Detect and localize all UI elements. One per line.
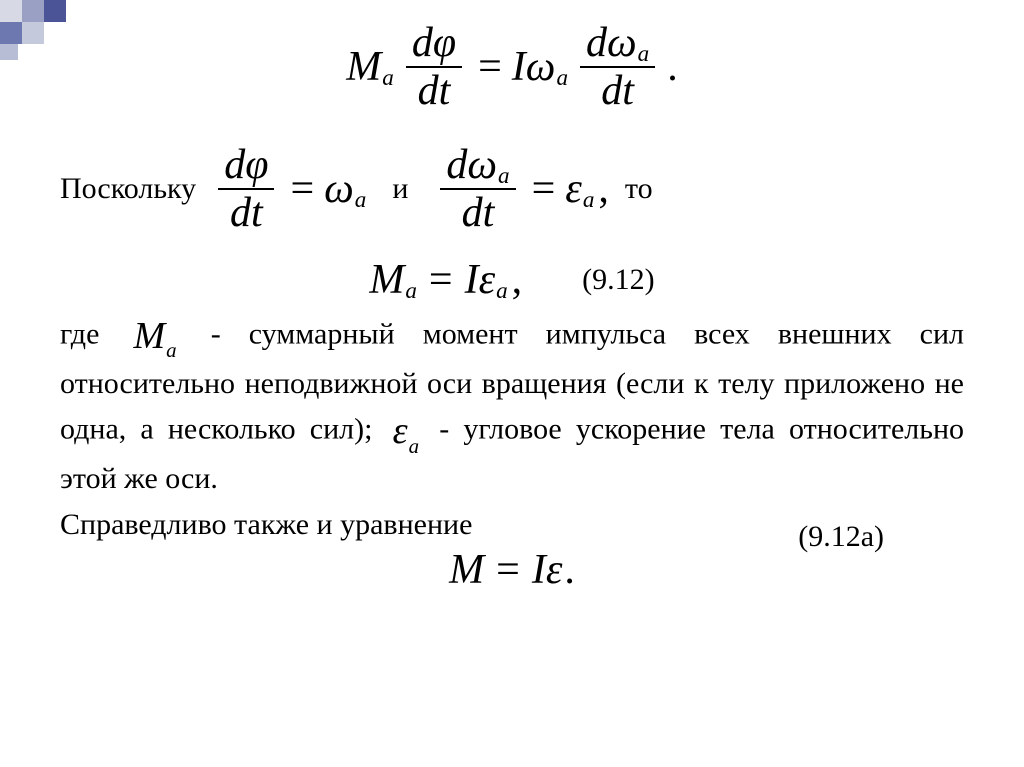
sub-a: a [405, 277, 417, 304]
omega: ω [324, 165, 354, 213]
var-I: I [465, 256, 479, 304]
t: t [483, 192, 495, 234]
var-I: I [532, 546, 546, 594]
inline-eps-a: εa [393, 405, 419, 458]
phi: φ [433, 22, 456, 64]
period: . [564, 546, 575, 594]
text-where: где [60, 317, 127, 350]
omega: ω [526, 43, 556, 91]
slide-content: M a d φ d t = I ω a d ω a d [0, 0, 1024, 614]
fraction-dphi-dt: d φ d t [406, 20, 462, 114]
sub-a: a [556, 64, 568, 91]
sub-a: a [583, 186, 595, 213]
equals: = [496, 546, 520, 594]
label-and: и [392, 172, 408, 206]
label-since: Поскольку [60, 172, 196, 206]
epsilon: ε [565, 165, 582, 213]
inline-M-a: Ma [133, 310, 176, 363]
phi: φ [245, 144, 268, 186]
t: t [439, 70, 451, 112]
var-I: I [512, 43, 526, 91]
text-also-valid: Справедливо также и уравнение [60, 508, 472, 541]
equals: = [532, 165, 556, 213]
omega: ω [607, 22, 637, 64]
equation-final: (9.12а) M = I ε . [60, 546, 964, 594]
var-M: M [369, 256, 404, 304]
period: . [667, 43, 678, 91]
d: d [446, 144, 467, 186]
d: d [418, 70, 439, 112]
var-M: M [346, 43, 381, 91]
comma: , [512, 256, 523, 304]
fraction-domega-dt: d ω a d t [580, 20, 655, 114]
equals: = [290, 165, 314, 213]
d: d [462, 192, 483, 234]
equation-result: M a = I ε a , (9.12) [60, 256, 964, 304]
equation-main: M a d φ d t = I ω a d ω a d [60, 20, 964, 114]
epsilon: ε [479, 256, 496, 304]
equals: = [478, 43, 502, 91]
corner-decoration [0, 0, 90, 60]
sub-a: a [382, 64, 394, 91]
d: d [230, 192, 251, 234]
t: t [251, 192, 263, 234]
d: d [601, 70, 622, 112]
epsilon: ε [546, 546, 563, 594]
sub-a: a [498, 164, 510, 187]
d: d [412, 22, 433, 64]
omega: ω [467, 144, 497, 186]
var-M: M [449, 546, 484, 594]
label-then: то [625, 172, 653, 206]
d: d [224, 144, 245, 186]
sub-a: a [355, 186, 367, 213]
comma: , [598, 165, 609, 213]
d: d [586, 22, 607, 64]
equation-number-9-12: (9.12) [582, 263, 654, 297]
equation-since-row: Поскольку d φ d t = ω a и d [60, 142, 964, 236]
fraction-dphi-dt-2: d φ d t [218, 142, 274, 236]
sub-a: a [496, 277, 508, 304]
equation-number-9-12a: (9.12а) [798, 520, 884, 554]
t: t [622, 70, 634, 112]
fraction-domega-dt-2: d ω a d t [440, 142, 515, 236]
body-paragraph-1: где Ma - суммарный момент импульса всех … [60, 310, 964, 500]
equals: = [429, 256, 453, 304]
sub-a: a [638, 42, 650, 65]
